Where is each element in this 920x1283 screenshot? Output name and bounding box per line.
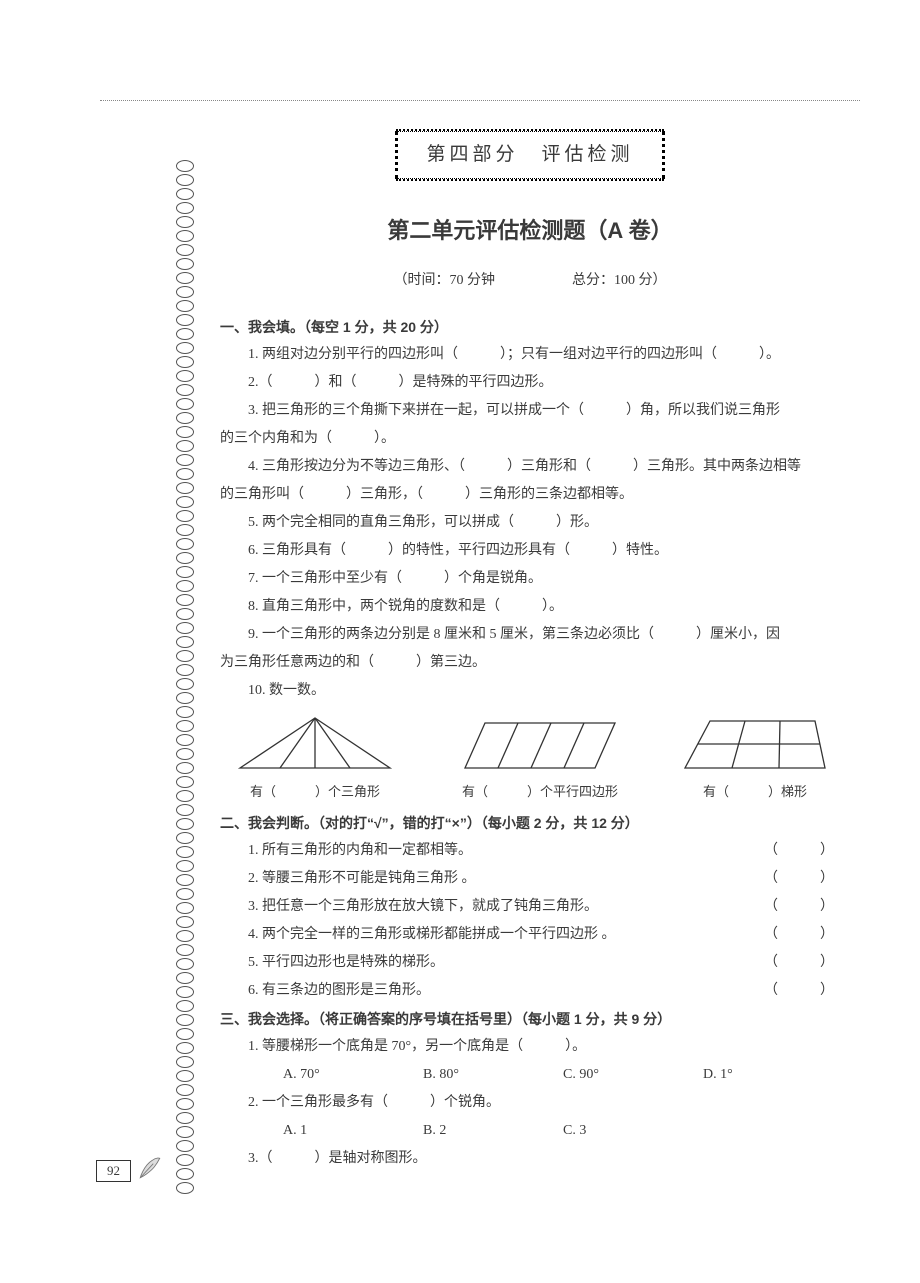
- judge-paren: （ ）: [764, 893, 840, 921]
- s2-q4: 4. 两个完全一样的三角形或梯形都能拼成一个平行四边形 。 （ ）: [220, 921, 840, 949]
- judge-paren: （ ）: [764, 949, 840, 977]
- s3-q1-opt-c: C. 90°: [563, 1061, 703, 1089]
- unit-title: 第二单元评估检测题（A 卷）: [220, 209, 840, 253]
- s2-q6: 6. 有三条边的图形是三角形。 （ ）: [220, 977, 840, 1005]
- s1-q8: 8. 直角三角形中，两个锐角的度数和是（ ）。: [220, 593, 840, 621]
- figure-parallelograms: 有（ ）个平行四边形: [455, 713, 625, 805]
- figure-row: 有（ ）个三角形 有（ ）个平行四边形: [220, 713, 840, 805]
- dotted-divider: [100, 100, 860, 101]
- s1-q6: 6. 三角形具有（ ）的特性，平行四边形具有（ ）特性。: [220, 537, 840, 565]
- s3-q3: 3.（ ）是轴对称图形。: [220, 1145, 840, 1173]
- s3-q1-opt-b: B. 80°: [423, 1061, 563, 1089]
- s1-q2: 2.（ ）和（ ）是特殊的平行四边形。: [220, 369, 840, 397]
- s2-q2: 2. 等腰三角形不可能是钝角三角形 。 （ ）: [220, 865, 840, 893]
- figure-triangles: 有（ ）个三角形: [230, 713, 400, 805]
- page-number: 92: [96, 1160, 131, 1182]
- section1-header: 一、我会填。（每空 1 分，共 20 分）: [220, 313, 840, 341]
- s3-q1-opt-a: A. 70°: [283, 1061, 423, 1089]
- s3-q1-opt-d: D. 1°: [703, 1061, 843, 1089]
- feather-icon: [137, 1155, 163, 1181]
- s1-q4b: 的三角形叫（ ）三角形，（ ）三角形的三条边都相等。: [220, 481, 840, 509]
- spiral-binding: [176, 160, 196, 1194]
- s2-q5: 5. 平行四边形也是特殊的梯形。 （ ）: [220, 949, 840, 977]
- s3-q2-opt-a: A. 1: [283, 1117, 423, 1145]
- section3-header: 三、我会选择。（将正确答案的序号填在括号里）（每小题 1 分，共 9 分）: [220, 1005, 840, 1033]
- s3-q2-opt-c: C. 3: [563, 1117, 703, 1145]
- s2-q1: 1. 所有三角形的内角和一定都相等。 （ ）: [220, 837, 840, 865]
- s2-q1-text: 1. 所有三角形的内角和一定都相等。: [220, 837, 472, 865]
- s1-q1: 1. 两组对边分别平行的四边形叫（ ）；只有一组对边平行的四边形叫（ ）。: [220, 341, 840, 369]
- judge-paren: （ ）: [764, 865, 840, 893]
- s2-q3: 3. 把任意一个三角形放在放大镜下，就成了钝角三角形。 （ ）: [220, 893, 840, 921]
- s3-q2: 2. 一个三角形最多有（ ）个锐角。: [220, 1089, 840, 1117]
- part-banner: 第四部分 评估检测: [395, 131, 664, 179]
- s1-q7: 7. 一个三角形中至少有（ ）个角是锐角。: [220, 565, 840, 593]
- page-number-box: 92: [96, 1155, 163, 1187]
- fig2-caption: 有（ ）个平行四边形: [455, 779, 625, 805]
- s1-q9a: 9. 一个三角形的两条边分别是 8 厘米和 5 厘米，第三条边必须比（ ）厘米小…: [220, 621, 840, 649]
- section2-header: 二、我会判断。（对的打“√”，错的打“×”）（每小题 2 分，共 12 分）: [220, 809, 840, 837]
- score-label: 总分：100 分）: [572, 273, 667, 288]
- s3-q1-options: A. 70° B. 80° C. 90° D. 1°: [220, 1061, 840, 1089]
- fig3-caption: 有（ ）梯形: [680, 779, 830, 805]
- judge-paren: （ ）: [764, 921, 840, 949]
- s3-q2-options: A. 1 B. 2 C. 3: [220, 1117, 840, 1145]
- content-area: 第四部分 评估检测 第二单元评估检测题（A 卷） （时间：70 分钟 总分：10…: [220, 131, 840, 1173]
- s2-q5-text: 5. 平行四边形也是特殊的梯形。: [220, 949, 444, 977]
- s1-q3a: 3. 把三角形的三个角撕下来拼在一起，可以拼成一个（ ）角，所以我们说三角形: [220, 397, 840, 425]
- s1-q4a: 4. 三角形按边分为不等边三角形、（ ）三角形和（ ）三角形。其中两条边相等: [220, 453, 840, 481]
- s1-q3b: 的三个内角和为（ ）。: [220, 425, 840, 453]
- s2-q3-text: 3. 把任意一个三角形放在放大镜下，就成了钝角三角形。: [220, 893, 598, 921]
- time-label: （时间：70 分钟: [394, 273, 496, 288]
- timing-line: （时间：70 分钟 总分：100 分）: [220, 267, 840, 295]
- s1-q10: 10. 数一数。: [220, 677, 840, 705]
- page: 第四部分 评估检测 第二单元评估检测题（A 卷） （时间：70 分钟 总分：10…: [0, 0, 920, 1193]
- s3-q2-opt-b: B. 2: [423, 1117, 563, 1145]
- s2-q6-text: 6. 有三条边的图形是三角形。: [220, 977, 430, 1005]
- s3-q1: 1. 等腰梯形一个底角是 70°，另一个底角是（ ）。: [220, 1033, 840, 1061]
- s2-q4-text: 4. 两个完全一样的三角形或梯形都能拼成一个平行四边形 。: [220, 921, 616, 949]
- figure-trapezoids: 有（ ）梯形: [680, 713, 830, 805]
- judge-paren: （ ）: [764, 837, 840, 865]
- judge-paren: （ ）: [764, 977, 840, 1005]
- fig1-caption: 有（ ）个三角形: [230, 779, 400, 805]
- s1-q5: 5. 两个完全相同的直角三角形，可以拼成（ ）形。: [220, 509, 840, 537]
- s2-q2-text: 2. 等腰三角形不可能是钝角三角形 。: [220, 865, 476, 893]
- s1-q9b: 为三角形任意两边的和（ ）第三边。: [220, 649, 840, 677]
